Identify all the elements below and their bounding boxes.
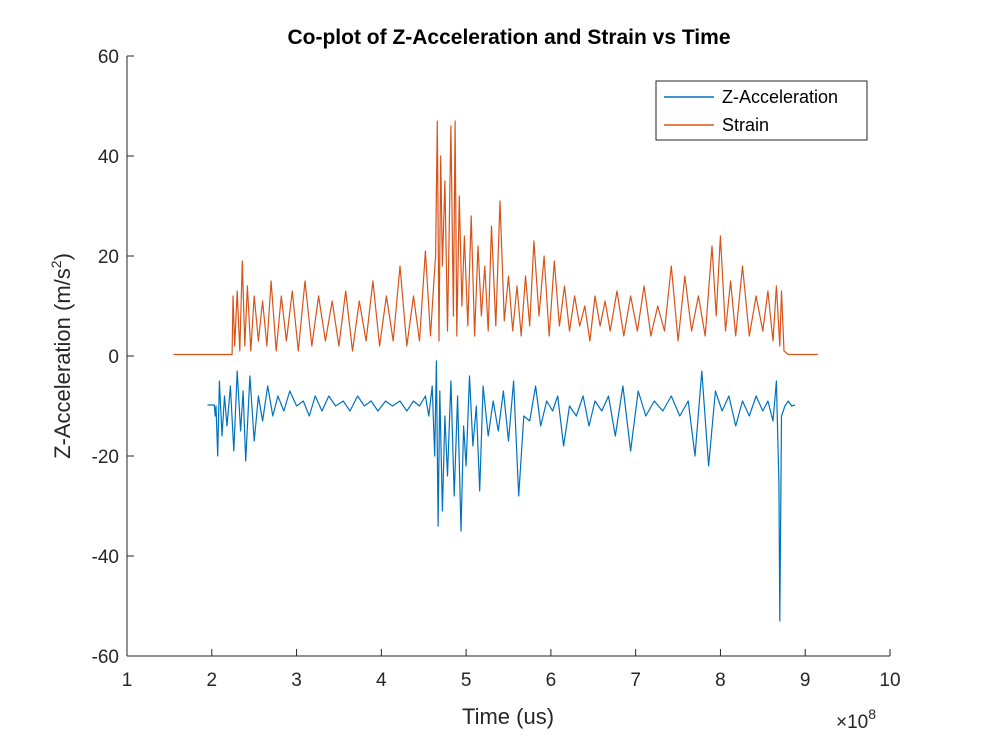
x-tick-label: 3: [291, 670, 302, 691]
x-tick-label: 9: [800, 670, 811, 691]
x-tick-label: 10: [879, 670, 900, 691]
y-tick-label: 20: [98, 247, 119, 268]
x-tick-label: 1: [122, 670, 133, 691]
x-tick-label: 8: [715, 670, 726, 691]
x-tick-label: 6: [546, 670, 557, 691]
y-tick-label: -40: [92, 547, 119, 568]
y-tick-label: 0: [108, 347, 119, 368]
legend-label-z-acceleration: Z-Acceleration: [722, 87, 838, 107]
legend-label-strain: Strain: [722, 115, 769, 135]
y-axis-label-close: ): [50, 253, 75, 260]
x-tick-label: 5: [461, 670, 472, 691]
y-tick-label: 40: [98, 147, 119, 168]
series-line-z-acceleration: [207, 360, 796, 622]
x-tick-label: 2: [206, 670, 217, 691]
x-axis-label: Time (us): [462, 704, 554, 729]
y-tick-label: -60: [92, 647, 119, 668]
x-exponent-power: 8: [868, 706, 876, 722]
legend-box: [655, 80, 868, 141]
x-exponent-label: ×108: [836, 706, 876, 733]
x-ticks: 1 2 3 4 5 6 7 8 9 10: [122, 649, 901, 691]
series-layer: [173, 120, 818, 622]
y-ticks: -60 -40 -20 0 20 40 60: [92, 47, 134, 668]
x-tick-label: 4: [376, 670, 387, 691]
y-axis-label-main: Z-Acceleration (m/s: [50, 268, 75, 459]
x-exponent-base: ×10: [836, 712, 868, 733]
y-tick-label: -20: [92, 447, 119, 468]
y-axis-label-superscript: 2: [48, 260, 64, 268]
x-tick-label: 7: [630, 670, 641, 691]
y-tick-label: 60: [98, 47, 119, 68]
series-line-strain: [173, 120, 818, 356]
chart-title: Co-plot of Z-Acceleration and Strain vs …: [287, 26, 730, 49]
legend: Z-Acceleration Strain: [655, 80, 868, 141]
y-axis-label: Z-Acceleration (m/s2): [48, 253, 75, 459]
